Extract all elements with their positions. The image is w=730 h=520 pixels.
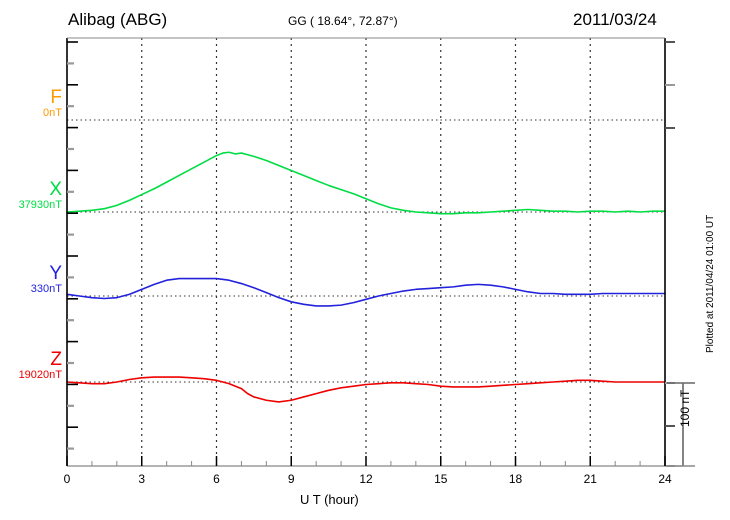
component-label-f: F 0nT xyxy=(0,88,62,120)
component-label-y: Y 330nT xyxy=(0,264,62,296)
plotted-at-timestamp: Plotted at 2011/04/24 01:00 UT xyxy=(705,214,716,353)
x-tick-label-24: 24 xyxy=(658,472,672,486)
grid-layer xyxy=(141,38,591,466)
axis-ticks xyxy=(66,41,675,467)
x-axis-title: U T (hour) xyxy=(300,492,359,507)
x-tick-label-9: 9 xyxy=(287,472,295,486)
component-label-x: X 37930nT xyxy=(0,180,62,212)
component-baseline-f: 0nT xyxy=(43,107,62,119)
page-title: Alibag (ABG) xyxy=(68,10,168,29)
component-letter-y: Y xyxy=(49,263,62,284)
component-baseline-y: 330nT xyxy=(30,283,62,295)
plot-frame xyxy=(66,37,683,467)
component-letter-f: F xyxy=(50,87,62,108)
component-label-z: Z 19020nT xyxy=(0,350,62,382)
trace-layer xyxy=(66,151,666,403)
component-letter-z: Z xyxy=(50,349,62,370)
plot-date: 2011/03/24 xyxy=(573,10,657,29)
x-tick-label-21: 21 xyxy=(583,472,597,486)
baseline-layer xyxy=(67,119,665,383)
scale-bar xyxy=(667,382,695,467)
geographic-coordinates: GG ( 18.64°, 72.87°) xyxy=(288,14,398,28)
component-letter-x: X xyxy=(49,179,62,200)
x-tick-label-12: 12 xyxy=(359,472,373,486)
component-baseline-x: 37930nT xyxy=(18,199,62,211)
component-baseline-z: 19020nT xyxy=(18,369,62,381)
x-tick-label-3: 3 xyxy=(138,472,146,486)
x-tick-label-15: 15 xyxy=(434,472,448,486)
x-tick-label-18: 18 xyxy=(508,472,523,486)
x-tick-label-0: 0 xyxy=(63,472,71,486)
x-tick-label-6: 6 xyxy=(213,472,220,486)
scale-bar-label: 100 nT xyxy=(678,389,692,427)
